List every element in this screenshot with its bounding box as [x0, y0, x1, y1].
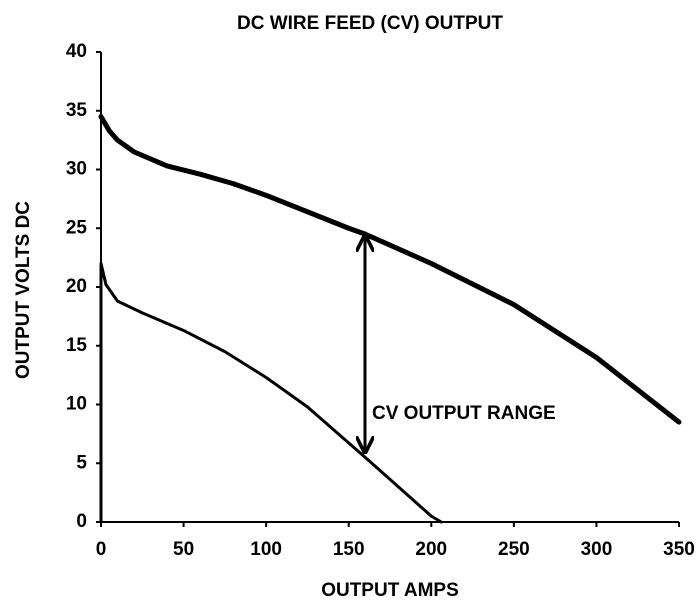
x-tick-label: 100 [250, 539, 282, 560]
chart-title: DC WIRE FEED (CV) OUTPUT [237, 13, 503, 34]
y-axis-label: OUTPUT VOLTS DC [13, 201, 34, 379]
x-tick-label: 250 [498, 539, 530, 560]
x-tick-label: 0 [96, 539, 107, 560]
y-tick-label: 35 [66, 100, 88, 121]
y-tick-label: 5 [76, 452, 87, 473]
curve [99, 262, 443, 524]
x-tick-label: 150 [333, 539, 365, 560]
x-tick-label: 350 [663, 539, 695, 560]
y-tick-label: 25 [66, 217, 88, 238]
y-tick-label: 15 [66, 335, 88, 356]
x-tick-label: 300 [581, 539, 613, 560]
y-tick-label: 40 [66, 41, 87, 62]
x-tick-label: 50 [173, 539, 194, 560]
y-tick-label: 10 [66, 394, 87, 415]
x-axis-label: OUTPUT AMPS [321, 580, 459, 601]
y-tick-label: 20 [66, 276, 87, 297]
y-tick-label: 0 [76, 511, 87, 532]
x-tick-label: 200 [415, 539, 447, 560]
curve [98, 114, 682, 425]
y-tick-label: 30 [66, 159, 87, 180]
annotation: CV OUTPUT RANGE [372, 403, 556, 424]
